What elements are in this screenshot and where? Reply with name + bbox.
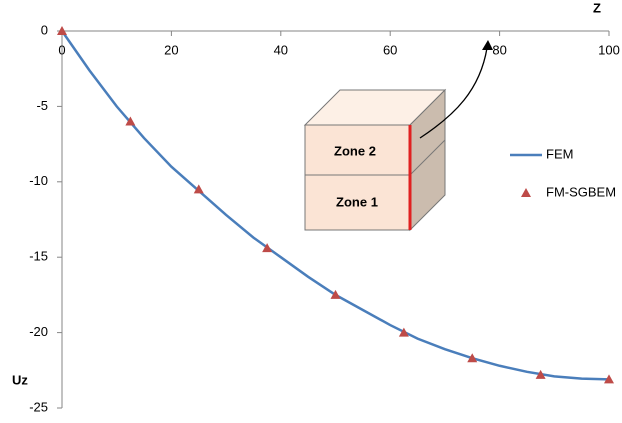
zone-label: Zone 1: [336, 194, 378, 209]
marker: [330, 289, 341, 299]
legend-swatch: [521, 188, 531, 197]
y-tick-label: -20: [29, 324, 48, 339]
cube-side-split: [409, 139, 446, 176]
marker: [262, 243, 273, 253]
marker: [535, 369, 546, 379]
y-tick-label: -10: [29, 173, 48, 188]
marker: [604, 374, 614, 384]
marker: [57, 26, 67, 35]
y-tick-label: -5: [36, 98, 48, 113]
legend-label: FM-SGBEM: [546, 184, 616, 199]
y-tick-label: -15: [29, 249, 48, 264]
x-tick-label: 80: [492, 42, 506, 57]
marker: [398, 327, 409, 337]
zone-1-face: [304, 174, 411, 231]
arrow-head: [482, 40, 493, 50]
marker: [467, 353, 478, 363]
zone-2-face: [304, 124, 411, 176]
marker: [193, 184, 204, 194]
y-tick-label: 0: [41, 22, 48, 37]
x-tick-label: 40: [274, 42, 288, 57]
x-tick-label: 100: [598, 42, 620, 57]
arrow: [419, 47, 488, 139]
y-axis-label: Uz: [12, 372, 28, 387]
x-axis-label: Z: [593, 0, 601, 15]
x-tick-label: 0: [58, 42, 65, 57]
legend-label: FEM: [546, 146, 573, 161]
zone-label: Zone 2: [334, 143, 376, 158]
y-tick-label: -25: [29, 399, 48, 414]
x-tick-label: 20: [164, 42, 178, 57]
marker: [125, 116, 136, 126]
cube-diagram: Zone 2 Zone 1: [303, 40, 493, 232]
x-tick-label: 60: [383, 42, 397, 57]
